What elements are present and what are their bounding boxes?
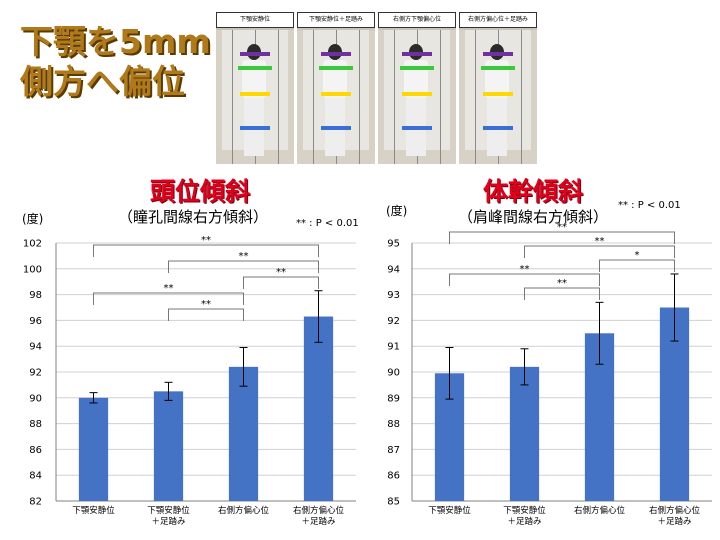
y-tick-label: 93: [387, 290, 400, 301]
photo-label: 右側方下顎偏心位: [378, 12, 456, 28]
significance-bracket: [93, 292, 244, 305]
posture-photo-panel: 右側方偏心位＋足踏み: [459, 12, 537, 164]
x-tick-label: 右側方偏心位＋足踏み: [293, 505, 345, 527]
y-tick-label: 92: [29, 368, 42, 379]
chart-subtitle: （瞳孔間線右方傾斜）: [118, 208, 269, 226]
y-tick-label: 100: [23, 264, 42, 275]
significance-bracket: [168, 308, 244, 321]
significance-bracket: [243, 276, 319, 289]
significance-label: **: [557, 222, 567, 233]
significance-bracket: [524, 245, 675, 258]
significance-label: **: [164, 283, 174, 294]
significance-note: ** : P < 0.01: [618, 200, 681, 211]
bar: [228, 366, 259, 501]
x-tick-label: 下顎安静位: [428, 505, 471, 516]
y-tick-label: 94: [29, 342, 42, 353]
chart-title: 頭位傾斜: [150, 177, 251, 206]
significance-bracket: [168, 260, 319, 273]
y-tick-label: 90: [387, 368, 400, 379]
y-tick-label: 88: [387, 419, 400, 430]
bar: [509, 366, 540, 501]
x-tick-label: 右側方偏心位: [218, 505, 270, 516]
significance-label: **: [595, 236, 605, 247]
significance-bracket: [524, 287, 600, 300]
y-axis-unit: (度): [386, 204, 408, 218]
y-tick-label: 95: [387, 239, 400, 250]
bar: [78, 397, 109, 501]
bar: [303, 316, 334, 501]
slide-title: 下顎を5mm 側方へ偏位: [20, 22, 211, 101]
significance-bracket: [93, 244, 319, 257]
y-tick-label: 96: [29, 316, 42, 327]
photo-label: 下顎安静位＋足踏み: [297, 12, 375, 28]
chart-title: 体幹傾斜: [483, 177, 584, 206]
y-tick-label: 87: [387, 445, 400, 456]
x-tick-label: 下顎安静位＋足踏み: [503, 505, 546, 527]
posture-photo: [378, 30, 456, 164]
x-tick-label: 右側方偏心位＋足踏み: [649, 505, 701, 527]
posture-photo: [216, 30, 294, 164]
significance-bracket: [449, 231, 675, 244]
y-tick-label: 82: [29, 497, 42, 508]
significance-label: **: [520, 264, 530, 275]
significance-bracket: [599, 259, 675, 272]
significance-label: *: [635, 250, 640, 261]
y-tick-label: 84: [29, 471, 42, 482]
x-tick-label: 下顎安静位＋足踏み: [147, 505, 190, 527]
posture-photo-panel: 下顎安静位＋足踏み: [297, 12, 375, 164]
photo-label: 下顎安静位: [216, 12, 294, 28]
y-tick-label: 90: [29, 393, 42, 404]
significance-label: **: [276, 267, 286, 278]
y-tick-label: 102: [23, 239, 42, 250]
significance-label: **: [201, 299, 211, 310]
y-tick-label: 86: [387, 471, 400, 482]
significance-label: **: [201, 235, 211, 246]
y-tick-label: 85: [387, 497, 400, 508]
posture-photo: [297, 30, 375, 164]
y-tick-label: 88: [29, 419, 42, 430]
y-tick-label: 94: [387, 264, 400, 275]
y-tick-label: 86: [29, 445, 42, 456]
y-tick-label: 89: [387, 393, 400, 404]
significance-label: **: [557, 278, 567, 289]
x-tick-label: 下顎安静位: [72, 505, 115, 516]
chart-subtitle: （肩峰間線右方傾斜）: [458, 208, 609, 226]
x-tick-label: 右側方偏心位: [574, 505, 626, 516]
significance-label: **: [239, 251, 249, 262]
posture-photo-panel: 右側方下顎偏心位: [378, 12, 456, 164]
y-tick-label: 92: [387, 316, 400, 327]
y-tick-label: 98: [29, 290, 42, 301]
photo-label: 右側方偏心位＋足踏み: [459, 12, 537, 28]
posture-photo: [459, 30, 537, 164]
y-axis-unit: (度): [22, 212, 44, 226]
y-tick-label: 91: [387, 342, 400, 353]
significance-bracket: [449, 273, 600, 286]
significance-note: ** : P < 0.01: [296, 218, 359, 229]
bar: [153, 391, 184, 501]
posture-photo-panel: 下顎安静位: [216, 12, 294, 164]
